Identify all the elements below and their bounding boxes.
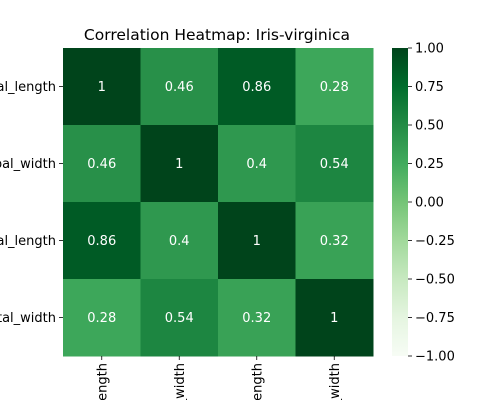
cell-value-label-0-1: 0.46 xyxy=(165,80,194,95)
heatmap-cell-1-1 xyxy=(140,125,219,203)
cell-value-label-1-1: 1 xyxy=(175,157,183,172)
colorbar-tick-label-1: 0.75 xyxy=(415,80,444,95)
cell-value-label-3-1: 0.54 xyxy=(165,311,194,326)
col-tick-label-2: petal_length xyxy=(250,363,265,400)
cell-value-label-2-3: 0.32 xyxy=(320,234,349,249)
colorbar-tick-label-3: 0.25 xyxy=(415,157,444,172)
row-tick-labels: sepal_length sepal_width petal_lengthpetal… xyxy=(0,80,63,326)
chart-title: Correlation Heatmap: Iris-virginica xyxy=(84,26,350,44)
heatmap-cell-1-0 xyxy=(63,125,141,203)
heatmap-cell-2-2 xyxy=(218,202,296,280)
cell-value-label-3-3: 1 xyxy=(330,311,338,326)
colorbar-tick-label-8: −1.00 xyxy=(415,350,455,365)
colorbar-tick-label-5: −0.25 xyxy=(415,234,455,249)
heatmap-cell-3-1 xyxy=(140,279,219,357)
heatmap-cell-0-2 xyxy=(218,48,296,126)
heatmap-cell-0-3 xyxy=(295,48,374,126)
row-tick-label-1: sepal_width xyxy=(0,157,56,172)
cell-value-label-2-0: 0.86 xyxy=(87,234,116,249)
heatmap-cell-3-2 xyxy=(218,279,296,357)
cell-value-label-3-0: 0.28 xyxy=(87,311,116,326)
colorbar-gradient xyxy=(392,48,408,356)
col-tick-label-1: sepal_width xyxy=(173,363,188,400)
row-tick-label-3: petal_width xyxy=(0,311,56,326)
cell-value-label-1-0: 0.46 xyxy=(87,157,116,172)
row-tick-label-0: sepal_length xyxy=(0,80,56,95)
colorbar-tick-label-4: 0.00 xyxy=(415,196,444,211)
colorbar-tick-label-2: 0.50 xyxy=(415,119,444,134)
col-tick-labels: sepal_length sepal_width petal_length petal… xyxy=(95,356,343,400)
cell-value-label-2-2: 1 xyxy=(253,234,261,249)
colorbar-tick-label-7: −0.75 xyxy=(415,311,455,326)
colorbar-tick-label-0: 1.00 xyxy=(415,42,444,57)
cell-value-label-1-3: 0.54 xyxy=(320,157,349,172)
row-tick-label-2: petal_length xyxy=(0,234,56,249)
heatmap-cell-0-1 xyxy=(140,48,219,126)
col-tick-label-3: petal_width xyxy=(328,363,343,400)
heatmap-cell-2-1 xyxy=(140,202,219,280)
heatmap-cell-2-0 xyxy=(63,202,141,280)
colorbar: 1.00 0.75 0.50 0.25 0.00 −0.25 −0.50 −0.75 −1.00 xyxy=(392,42,455,365)
heatmap-cell-1-2 xyxy=(218,125,296,203)
heatmap-cells: 1 0.46 0.86 0.28 0.46 1 0.4 0.54 0.86 0.4 1 0.32 0.2… xyxy=(63,48,374,357)
heatmap-cell-2-3 xyxy=(295,202,374,280)
heatmap-cell-1-3 xyxy=(295,125,374,203)
cell-value-label-0-3: 0.28 xyxy=(320,80,349,95)
heatmap-cell-3-3 xyxy=(295,279,374,357)
cell-value-label-0-0: 1 xyxy=(98,80,106,95)
cell-value-label-1-2: 0.4 xyxy=(246,157,267,172)
col-tick-label-0: sepal_length xyxy=(95,363,110,400)
cell-value-label-2-1: 0.4 xyxy=(169,234,190,249)
cell-value-label-3-2: 0.32 xyxy=(242,311,271,326)
heatmap-cell-0-0 xyxy=(63,48,141,126)
cell-value-label-0-2: 0.86 xyxy=(242,80,271,95)
colorbar-tick-label-6: −0.50 xyxy=(415,273,455,288)
heatmap-cell-3-0 xyxy=(63,279,141,357)
